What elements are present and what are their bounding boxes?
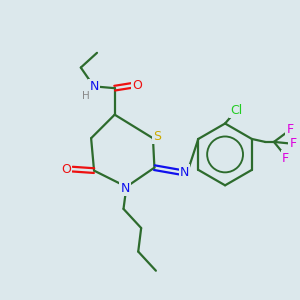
Text: F: F xyxy=(282,152,289,165)
Text: O: O xyxy=(132,79,142,92)
Text: O: O xyxy=(61,163,71,176)
Text: N: N xyxy=(180,166,189,178)
Text: F: F xyxy=(286,123,294,136)
Text: N: N xyxy=(120,182,130,195)
Text: H: H xyxy=(82,91,90,100)
Text: F: F xyxy=(290,137,297,150)
Text: Cl: Cl xyxy=(231,104,243,117)
Text: N: N xyxy=(89,80,99,93)
Text: S: S xyxy=(153,130,161,143)
